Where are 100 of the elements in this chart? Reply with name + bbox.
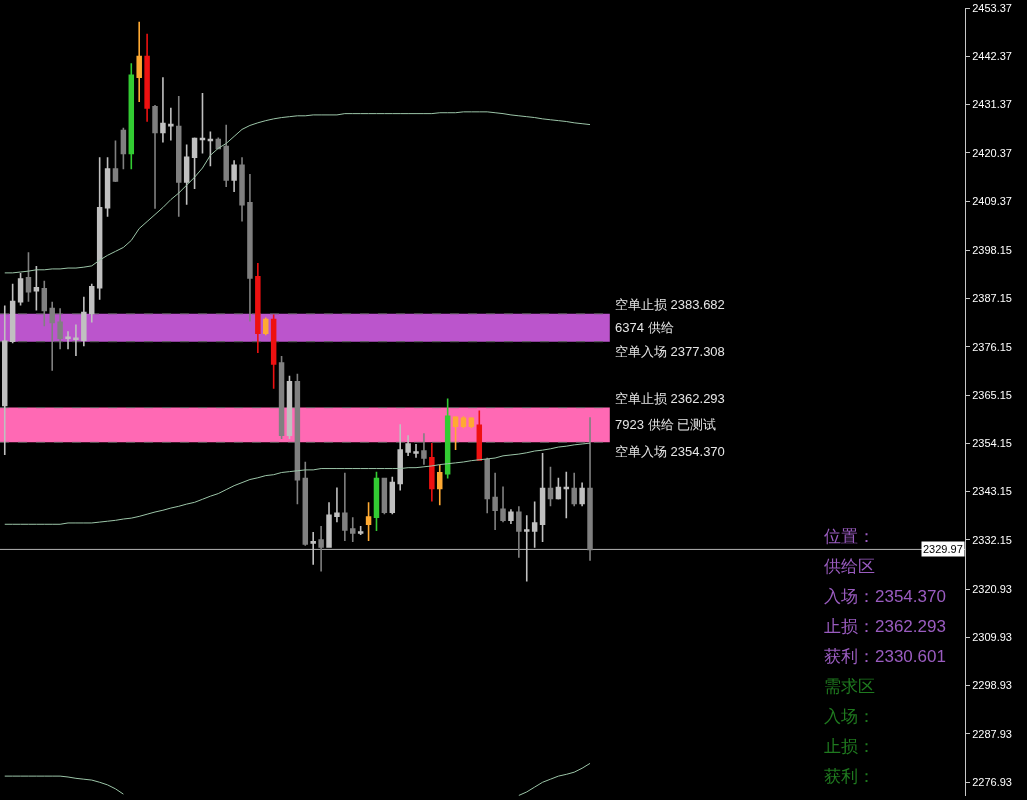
- candlestick: [365, 501, 372, 542]
- candlestick: [342, 471, 348, 542]
- text: 获利：2330.601: [824, 647, 946, 666]
- y-tick-label: 2398.15: [972, 244, 1012, 257]
- candlestick: [144, 32, 150, 123]
- ref-line-label: 2329.97: [923, 543, 963, 555]
- candlestick: [413, 443, 419, 459]
- text: 需求区: [824, 677, 875, 696]
- candlestick: [168, 107, 174, 142]
- candlestick: [516, 505, 522, 559]
- candlestick: [508, 508, 514, 525]
- ref-line-label: 空单止损 2383.682: [615, 297, 725, 312]
- candlestick: [389, 475, 396, 515]
- candlestick: [136, 21, 142, 103]
- text: 供给区: [824, 557, 875, 576]
- candlestick: [81, 295, 87, 347]
- candlestick: [223, 123, 229, 188]
- y-tick-label: 2354.15: [972, 437, 1012, 450]
- y-tick-label: 2298.93: [972, 679, 1012, 692]
- candlestick: [571, 471, 577, 508]
- candlestick: [2, 304, 8, 456]
- candlestick: [239, 156, 245, 223]
- candlestick: [357, 525, 364, 536]
- ref-line-label: 空单入场 2377.308: [615, 344, 725, 359]
- candlestick: [397, 423, 403, 492]
- candlestick: [41, 280, 48, 328]
- candlestick: [547, 465, 554, 508]
- candlestick: [263, 316, 269, 337]
- candlestick: [350, 516, 356, 543]
- y-tick-label: 2431.37: [972, 98, 1012, 111]
- text: 位置：: [824, 527, 875, 546]
- candlestick: [104, 156, 111, 218]
- candlestick: [421, 432, 427, 466]
- candlestick: [9, 283, 16, 344]
- text: 止损：: [824, 737, 875, 756]
- candlestick: [247, 173, 253, 323]
- y-tick-label: 2376.15: [972, 340, 1012, 353]
- candlestick: [334, 486, 340, 523]
- text: 入场：2354.370: [824, 587, 946, 606]
- candlestick: [199, 92, 206, 155]
- candlestick: [452, 415, 459, 451]
- candlestick: [373, 470, 380, 532]
- y-tick-label: 2276.93: [972, 775, 1012, 788]
- candlestick: [579, 481, 585, 508]
- ref-line-label: 空单入场 2354.370: [615, 444, 725, 459]
- text: 止损：2362.293: [824, 617, 946, 636]
- candlestick: [492, 471, 498, 531]
- candlestick: [128, 62, 135, 170]
- y-tick-label: 2287.93: [972, 727, 1012, 740]
- line-series: [4, 111, 591, 274]
- candlestick: [286, 375, 293, 440]
- candlestick: [278, 355, 285, 440]
- candlestick: [429, 442, 435, 503]
- candlestick: [231, 159, 237, 193]
- candlestick: [270, 313, 277, 390]
- candlestick: [484, 457, 490, 515]
- y-tick-label: 2343.15: [972, 485, 1012, 498]
- y-tick-label: 2387.15: [972, 292, 1012, 305]
- y-tick-label: 2453.37: [972, 1, 1012, 14]
- candlestick: [96, 156, 103, 301]
- candlestick: [25, 251, 32, 303]
- candlestick: [207, 130, 214, 167]
- candlestick: [437, 463, 443, 507]
- y-tick-label: 2409.37: [972, 194, 1012, 207]
- candlestick: [183, 143, 190, 206]
- candlestick: [33, 265, 40, 312]
- candlestick: [302, 461, 309, 547]
- y-tick-label: 2420.37: [972, 146, 1012, 159]
- candlestick: [381, 476, 388, 515]
- candlestick: [112, 139, 119, 183]
- line-series: [4, 442, 591, 525]
- candlestick: [65, 330, 71, 350]
- candlestick: [405, 434, 411, 457]
- text: 获利：: [824, 767, 875, 786]
- y-tick-label: 2309.93: [972, 631, 1012, 644]
- candlestick: [500, 485, 506, 523]
- candlestick: [176, 95, 182, 218]
- candlestick: [294, 373, 301, 506]
- candlestick: [120, 126, 127, 170]
- candlestick: [539, 452, 546, 543]
- candlestick: [191, 136, 198, 190]
- candlestick: [152, 104, 158, 210]
- band-label: 6374 供给: [615, 320, 674, 335]
- ref-line-label: 空单止损 2362.293: [615, 391, 725, 406]
- band-label: 7923 供给 已测试: [615, 417, 717, 432]
- candlestick: [160, 76, 166, 144]
- candlestick: [587, 416, 593, 562]
- y-tick-label: 2320.93: [972, 582, 1012, 595]
- candlestick: [89, 283, 95, 324]
- y-tick-label: 2332.15: [972, 533, 1012, 546]
- y-tick-label: 2365.15: [972, 388, 1012, 401]
- candlestick: [17, 272, 24, 307]
- candlestick: [476, 409, 483, 462]
- candlestick: [73, 323, 79, 357]
- candlestick: [563, 470, 570, 519]
- candlestick: [49, 300, 55, 372]
- candlestick: [57, 307, 63, 350]
- candlestick: [255, 262, 261, 354]
- text: 入场：: [824, 707, 875, 726]
- candlestick: [318, 525, 324, 573]
